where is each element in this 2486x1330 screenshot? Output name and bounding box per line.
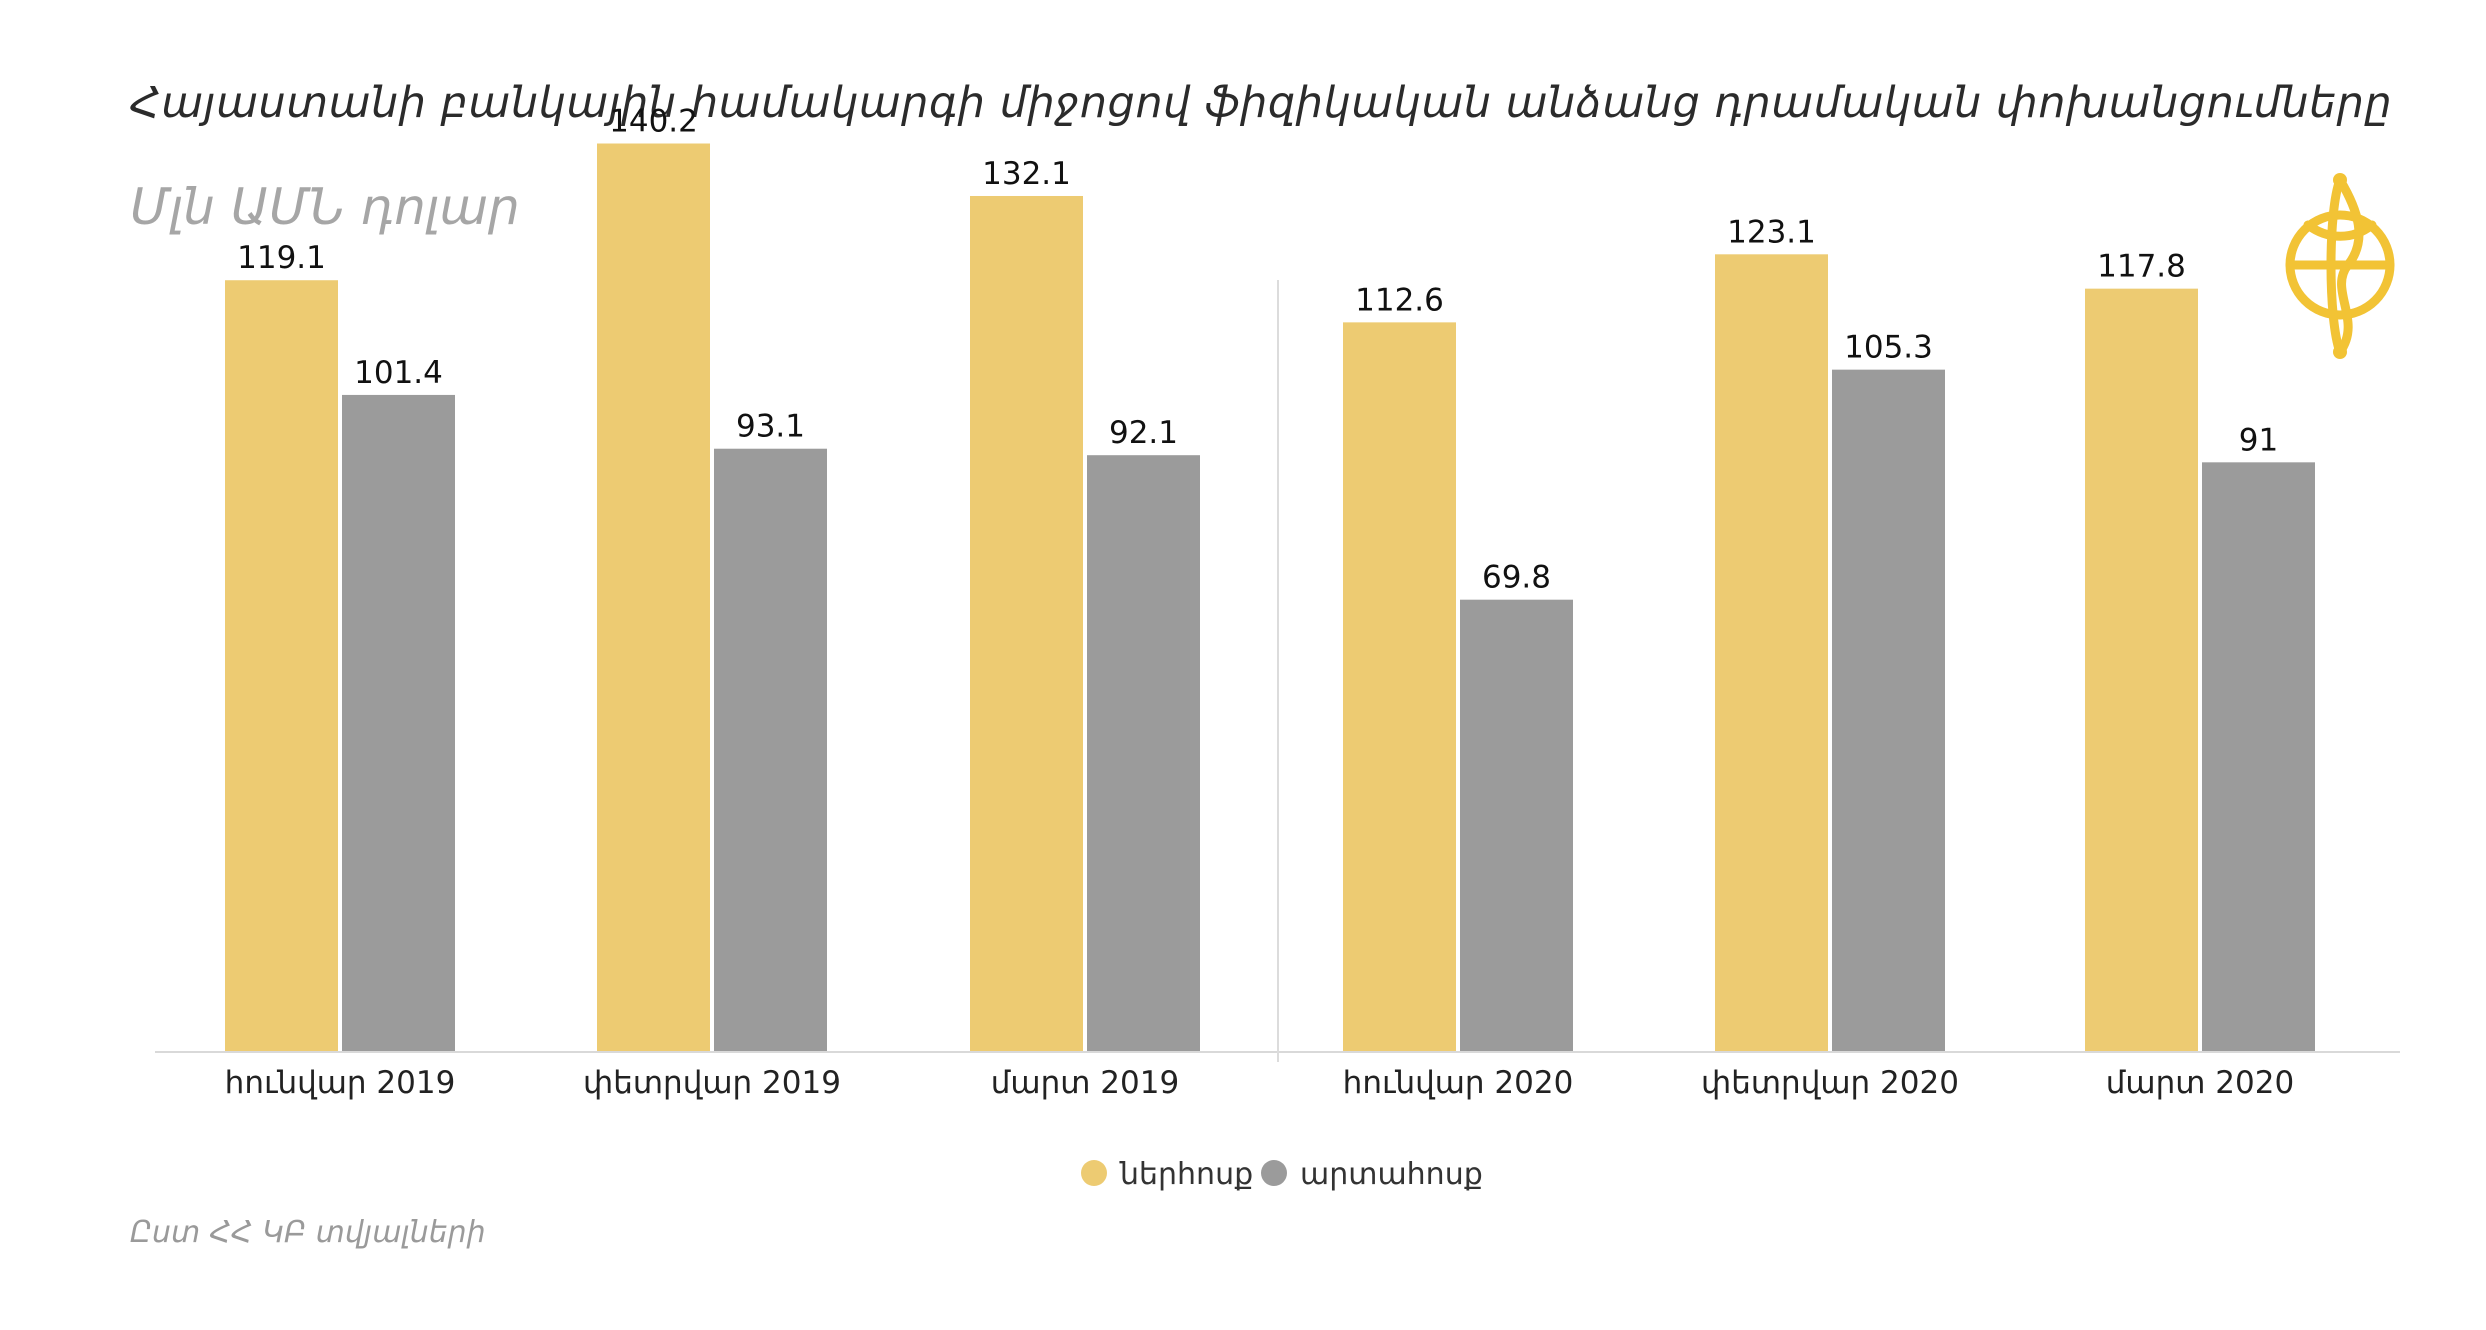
bar-inflow-3 xyxy=(1343,322,1456,1052)
bar-outflow-2 xyxy=(1087,455,1200,1052)
category-label-4: փետրվար 2020 xyxy=(1701,1065,1959,1101)
value-label-outflow-5: 91 xyxy=(2239,422,2278,458)
legend: ներհոսք արտահոսք xyxy=(1081,1157,1483,1192)
value-label-outflow-0: 101.4 xyxy=(354,355,443,391)
value-label-inflow-5: 117.8 xyxy=(2097,249,2186,285)
category-label-3: հունվար 2020 xyxy=(1343,1065,1574,1101)
value-label-inflow-1: 140.2 xyxy=(609,104,698,140)
value-label-inflow-2: 132.1 xyxy=(982,156,1071,192)
bar-inflow-5 xyxy=(2085,288,2198,1052)
bar-outflow-1 xyxy=(714,448,827,1052)
legend-marker-outflow xyxy=(1261,1160,1287,1186)
category-label-0: հունվար 2019 xyxy=(225,1065,456,1101)
bar-inflow-2 xyxy=(970,195,1083,1052)
bar-inflow-0 xyxy=(225,280,338,1052)
bar-outflow-5 xyxy=(2202,462,2315,1052)
bar-inflow-4 xyxy=(1715,254,1828,1052)
source-note: Ըստ ՀՀ ԿԲ տվյալների xyxy=(130,1215,486,1250)
legend-marker-inflow xyxy=(1081,1160,1107,1186)
category-label-1: փետրվար 2019 xyxy=(583,1065,841,1101)
value-label-outflow-4: 105.3 xyxy=(1844,330,1933,366)
category-label-5: մարտ 2020 xyxy=(2106,1065,2294,1101)
value-label-inflow-4: 123.1 xyxy=(1727,214,1816,250)
value-label-outflow-3: 69.8 xyxy=(1482,560,1551,596)
category-label-2: մարտ 2019 xyxy=(991,1065,1179,1101)
bar-outflow-4 xyxy=(1832,369,1945,1052)
category-labels-group: հունվար 2019 փետրվար 2019 մարտ 2019 հունվար… xyxy=(225,1065,2295,1101)
bar-outflow-0 xyxy=(342,394,455,1053)
bar-outflow-3 xyxy=(1460,599,1573,1052)
value-labels-group: 119.1 101.4 140.2 93.1 132.1 92.1 112.6 69.8 123… xyxy=(237,104,2278,596)
value-label-outflow-2: 92.1 xyxy=(1109,415,1178,451)
legend-label-inflow: ներհոսք xyxy=(1119,1157,1253,1192)
bars-group xyxy=(225,143,2315,1053)
chart-subtitle: Մլն ԱՄՆ դոլար xyxy=(130,178,520,236)
logo-icon xyxy=(2285,173,2395,359)
value-label-inflow-3: 112.6 xyxy=(1355,282,1444,318)
bar-inflow-1 xyxy=(597,143,710,1052)
value-label-inflow-0: 119.1 xyxy=(237,240,326,276)
legend-label-outflow: արտահոսք xyxy=(1300,1157,1483,1192)
value-label-outflow-1: 93.1 xyxy=(736,409,805,445)
chart-title: Հայաստանի բանկային համակարգի միջոցով ֆիզ… xyxy=(130,78,2393,128)
